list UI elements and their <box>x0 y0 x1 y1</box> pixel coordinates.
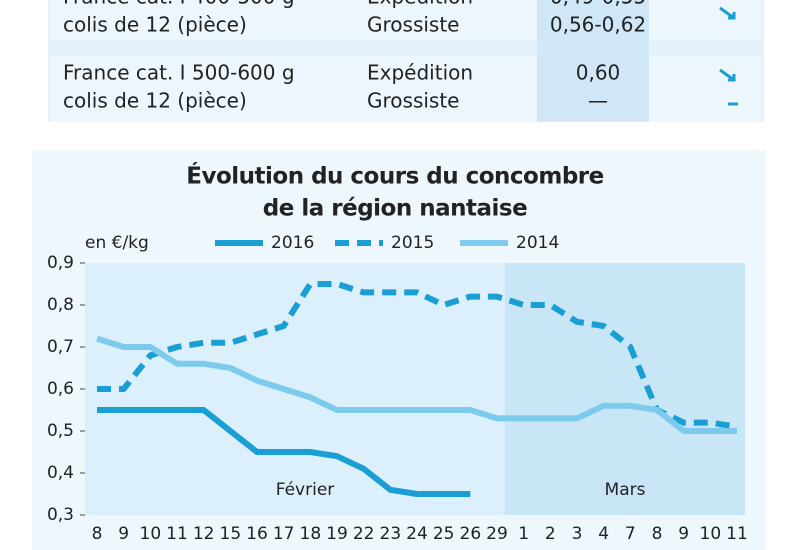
x-tick-label: 10 <box>700 524 722 544</box>
stage-cell: Expédition <box>367 61 473 85</box>
chart-title: Évolution du cours du concombre <box>186 162 603 190</box>
month-shade <box>505 263 745 515</box>
x-tick-label: 24 <box>406 524 428 544</box>
y-tick-label: 0,4 <box>47 463 74 483</box>
y-tick-label: 0,5 <box>47 421 74 441</box>
price-cell: 0,49-0,55 <box>550 0 646 9</box>
legend-label: 2015 <box>391 233 434 253</box>
legend-label: 2016 <box>271 233 314 253</box>
chart-title: de la région nantaise <box>263 196 527 222</box>
x-tick-label: 29 <box>486 524 508 544</box>
stage-cell: Grossiste <box>367 89 459 113</box>
x-tick-label: 9 <box>678 524 689 544</box>
price-cell: 0,60 <box>576 61 621 85</box>
series-line <box>97 281 738 430</box>
product-cell: colis de 12 (pièce) <box>63 13 247 37</box>
series-line <box>96 335 737 434</box>
series-line <box>97 407 471 497</box>
x-tick-label: 12 <box>193 524 215 544</box>
x-tick-label: 3 <box>572 524 583 544</box>
x-tick-label: 11 <box>166 524 188 544</box>
price-cell: — <box>588 89 608 113</box>
x-tick-label: 11 <box>726 524 748 544</box>
x-tick-label: 9 <box>118 524 129 544</box>
x-tick-label: 23 <box>380 524 402 544</box>
x-tick-label: 10 <box>140 524 162 544</box>
y-tick-label: 0,3 <box>47 505 74 525</box>
y-tick-label: 0,6 <box>47 379 74 399</box>
y-tick-label: 0,7 <box>47 337 74 357</box>
annotation: Mars <box>605 480 646 500</box>
trend-icon <box>719 6 736 20</box>
price-cell: 0,56-0,62 <box>550 13 646 37</box>
x-tick-label: 4 <box>598 524 609 544</box>
x-tick-label: 8 <box>652 524 663 544</box>
product-cell: France cat. I 400-500 g <box>63 0 295 9</box>
legend-label: 2014 <box>516 233 559 253</box>
x-tick-label: 2 <box>545 524 556 544</box>
x-tick-label: 17 <box>273 524 295 544</box>
y-tick-label: 0,9 <box>47 253 74 273</box>
x-tick-label: 16 <box>246 524 268 544</box>
x-tick-label: 15 <box>220 524 242 544</box>
y-axis-label: en €/kg <box>85 233 149 253</box>
y-tick-label: 0,8 <box>47 295 74 315</box>
x-tick-label: 26 <box>460 524 482 544</box>
x-tick-label: 25 <box>433 524 455 544</box>
stage-cell: Expédition <box>367 0 473 9</box>
stage-cell: Grossiste <box>367 13 459 37</box>
product-cell: colis de 12 (pièce) <box>63 89 247 113</box>
x-tick-label: 19 <box>326 524 348 544</box>
x-tick-label: 1 <box>518 524 529 544</box>
x-tick-label: 8 <box>92 524 103 544</box>
price-column <box>537 0 649 122</box>
annotation: Février <box>276 480 335 500</box>
x-tick-label: 7 <box>625 524 636 544</box>
trend-icon <box>719 68 736 82</box>
product-cell: France cat. I 500-600 g <box>63 61 295 85</box>
x-tick-label: 18 <box>300 524 322 544</box>
x-tick-label: 22 <box>353 524 375 544</box>
